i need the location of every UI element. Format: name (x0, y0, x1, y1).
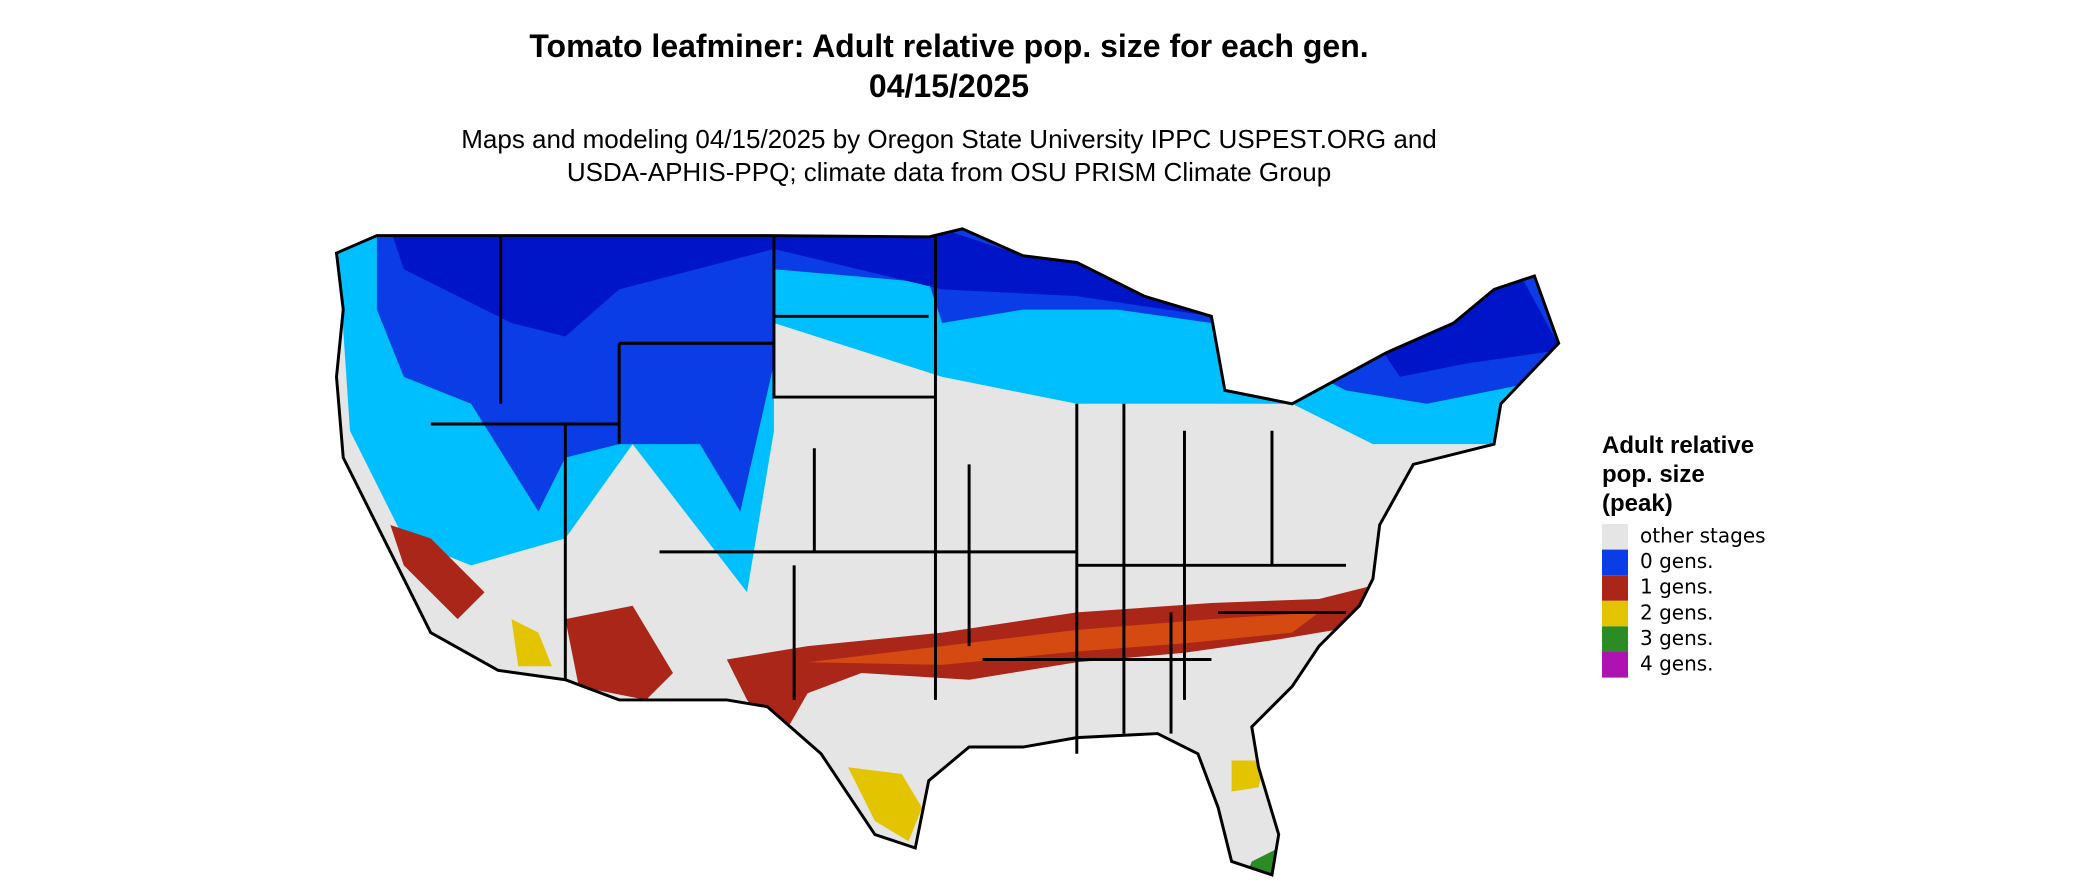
legend-label: 2 gens. (1640, 600, 1714, 624)
legend-label: other stages (1640, 524, 1766, 548)
legend-label: 3 gens. (1640, 626, 1714, 650)
legend-title: Adult relative (1602, 432, 1754, 459)
title-date: 04/15/2025 (869, 68, 1029, 104)
legend-swatch (1602, 549, 1628, 576)
subtitle: Maps and modeling 04/15/2025 by Oregon S… (461, 124, 1437, 154)
legend-title: pop. size (1602, 461, 1705, 488)
title: Tomato leafminer: Adult relative pop. si… (529, 28, 1368, 64)
legend-swatch (1602, 652, 1628, 678)
legend-swatch (1602, 575, 1628, 601)
legend-title: (peak) (1602, 490, 1673, 517)
legend-swatch (1602, 524, 1628, 550)
legend-label: 4 gens. (1640, 652, 1714, 676)
legend-swatch (1602, 626, 1628, 652)
legend-swatch (1602, 600, 1628, 627)
us-map (335, 227, 1561, 877)
legend-label: 0 gens. (1640, 549, 1714, 573)
legend-label: 1 gens. (1640, 575, 1714, 599)
subtitle: USDA-APHIS-PPQ; climate data from OSU PR… (567, 157, 1331, 187)
